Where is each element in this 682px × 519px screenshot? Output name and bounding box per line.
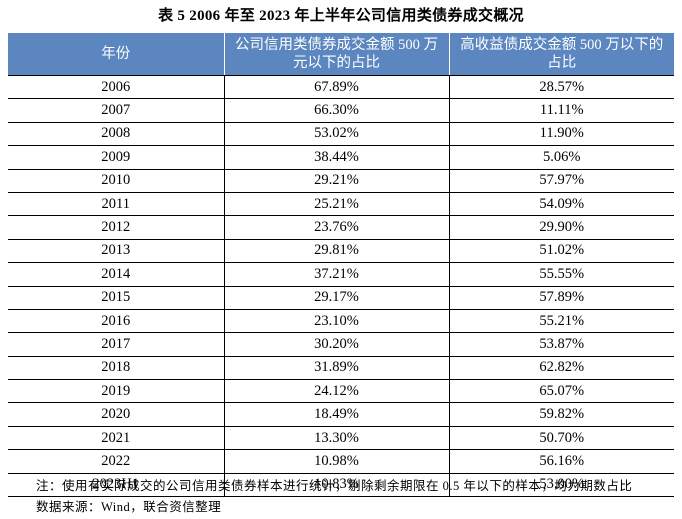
cell-credit-bond-share: 24.12% (223, 379, 449, 403)
table-row: 2009 38.44% 5.06% (8, 145, 674, 170)
cell-credit-bond-share: 31.89% (223, 355, 449, 380)
cell-high-yield-share: 55.21% (448, 308, 674, 333)
cell-credit-bond-share: 66.30% (223, 98, 449, 123)
cell-year: 2017 (8, 332, 224, 357)
cell-high-yield-share: 56.16% (448, 449, 674, 474)
table-row: 2007 66.30% 11.11% (8, 98, 674, 123)
cell-credit-bond-share: 67.89% (223, 74, 449, 99)
table-row: 2023H1 10.83% 53.00% (8, 472, 674, 498)
table-row: 2019 24.12% 65.07% (8, 379, 674, 403)
cell-high-yield-share: 57.97% (448, 168, 674, 193)
cell-high-yield-share: 28.57% (448, 74, 674, 99)
cell-credit-bond-share: 38.44% (223, 145, 449, 170)
table-row: 2008 53.02% 11.90% (8, 121, 674, 146)
header-year: 年份 (8, 33, 224, 76)
table-row: 2020 18.49% 59.82% (8, 402, 674, 427)
cell-year: 2014 (8, 262, 224, 287)
cell-credit-bond-share: 29.81% (223, 238, 449, 263)
cell-year: 2008 (8, 121, 224, 146)
table-row: 2013 29.81% 51.02% (8, 238, 674, 263)
cell-high-yield-share: 57.89% (448, 285, 674, 310)
cell-credit-bond-share: 23.10% (223, 308, 449, 333)
cell-year: 2011 (8, 191, 224, 216)
table-row: 2021 13.30% 50.70% (8, 425, 674, 450)
cell-year: 2023H1 (8, 472, 224, 498)
table-row: 2014 37.21% 55.55% (8, 262, 674, 287)
table-note: 注：使用有实际成交的公司信用类债券样本进行统计，剔除剩余期限在 0.5 年以下的… (36, 479, 633, 493)
cell-high-yield-share: 11.90% (448, 121, 674, 146)
table-row: 2018 31.89% 62.82% (8, 355, 674, 380)
table-row: 2015 29.17% 57.89% (8, 285, 674, 310)
table-row: 2017 30.20% 53.87% (8, 332, 674, 357)
cell-credit-bond-share: 18.49% (223, 402, 449, 427)
cell-year: 2013 (8, 238, 224, 263)
header-credit-bond-share: 公司信用类债券成交金额 500 万元以下的占比 (223, 33, 449, 76)
cell-high-yield-share: 55.55% (448, 262, 674, 287)
cell-credit-bond-share: 13.30% (223, 425, 449, 450)
cell-high-yield-share: 59.82% (448, 402, 674, 427)
cell-high-yield-share: 11.11% (448, 98, 674, 123)
table-row: 2012 23.76% 29.90% (8, 215, 674, 240)
cell-year: 2018 (8, 355, 224, 380)
cell-high-yield-share: 65.07% (448, 379, 674, 403)
cell-credit-bond-share: 29.17% (223, 285, 449, 310)
cell-high-yield-share: 54.09% (448, 191, 674, 216)
cell-high-yield-share: 62.82% (448, 355, 674, 380)
cell-year: 2020 (8, 402, 224, 427)
table-row: 2022 10.98% 56.16% (8, 449, 674, 474)
cell-credit-bond-share: 30.20% (223, 332, 449, 357)
cell-year: 2015 (8, 285, 224, 310)
cell-year: 2016 (8, 308, 224, 333)
cell-credit-bond-share: 10.83% (223, 472, 449, 498)
cell-high-yield-share: 5.06% (448, 145, 674, 170)
cell-high-yield-share: 50.70% (448, 425, 674, 450)
cell-year: 2019 (8, 379, 224, 403)
cell-year: 2021 (8, 425, 224, 450)
header-high-yield-share: 高收益债成交金额 500 万以下的占比 (448, 33, 674, 76)
cell-credit-bond-share: 23.76% (223, 215, 449, 240)
table-row: 2006 67.89% 28.57% (8, 74, 674, 99)
table-row: 2016 23.10% 55.21% (8, 308, 674, 333)
cell-year: 2007 (8, 98, 224, 123)
data-source: 数据来源：Wind，联合资信整理 (36, 500, 222, 514)
cell-year: 2009 (8, 145, 224, 170)
data-table: 年份 公司信用类债券成交金额 500 万元以下的占比 高收益债成交金额 500 … (8, 33, 674, 498)
table-row: 2010 29.21% 57.97% (8, 168, 674, 193)
cell-year: 2006 (8, 74, 224, 99)
cell-year: 2012 (8, 215, 224, 240)
cell-high-yield-share: 53.00% (448, 472, 674, 498)
table-row: 2011 25.21% 54.09% (8, 191, 674, 216)
cell-high-yield-share: 53.87% (448, 332, 674, 357)
cell-credit-bond-share: 25.21% (223, 191, 449, 216)
cell-credit-bond-share: 37.21% (223, 262, 449, 287)
cell-year: 2010 (8, 168, 224, 193)
cell-high-yield-share: 51.02% (448, 238, 674, 263)
cell-year: 2022 (8, 449, 224, 474)
header-row: 年份 公司信用类债券成交金额 500 万元以下的占比 高收益债成交金额 500 … (8, 33, 674, 76)
cell-credit-bond-share: 10.98% (223, 449, 449, 474)
cell-credit-bond-share: 53.02% (223, 121, 449, 146)
table-title: 表 5 2006 年至 2023 年上半年公司信用类债券成交概况 (158, 8, 524, 24)
cell-high-yield-share: 29.90% (448, 215, 674, 240)
cell-credit-bond-share: 29.21% (223, 168, 449, 193)
table-body: 2006 67.89% 28.57% 2007 66.30% 11.11% 2008 53.0… (8, 74, 674, 498)
